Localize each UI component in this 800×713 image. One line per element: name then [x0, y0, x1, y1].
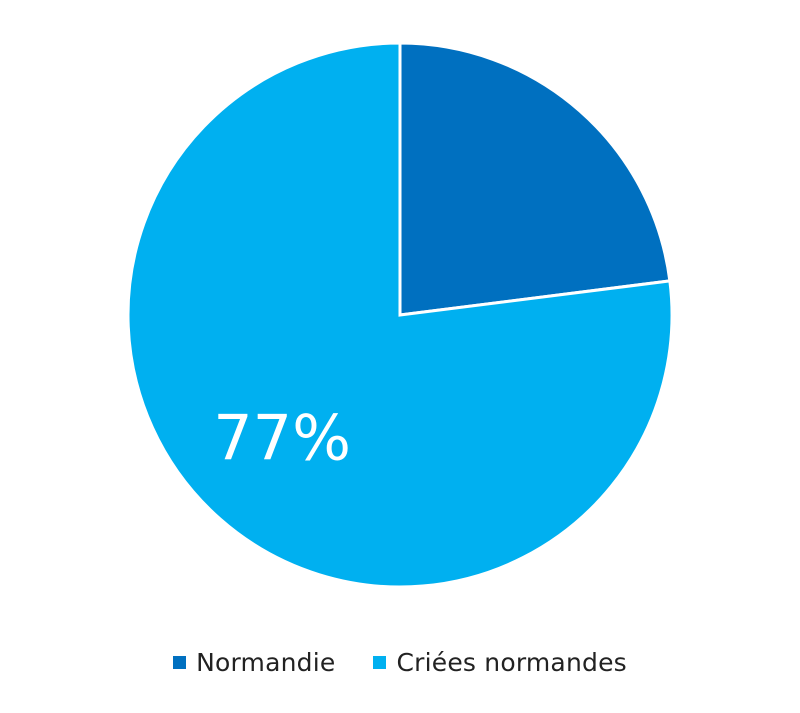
slice-data-label-0: 77%	[213, 401, 351, 474]
legend-swatch-normandie	[173, 655, 187, 669]
legend-label-normandie: Normandie	[196, 647, 336, 677]
legend: Normandie Criées normandes	[0, 640, 800, 684]
pie-slice-normandie	[398, 41, 672, 317]
legend-item-normandie: Normandie	[173, 648, 335, 677]
pie-slice-cri-es-normandes	[126, 41, 674, 589]
legend-item-criees-normandes: Criées normandes	[373, 647, 627, 677]
legend-swatch-criees-normandes	[373, 655, 387, 669]
legend-label-criees-normandes: Criées normandes	[396, 647, 627, 677]
